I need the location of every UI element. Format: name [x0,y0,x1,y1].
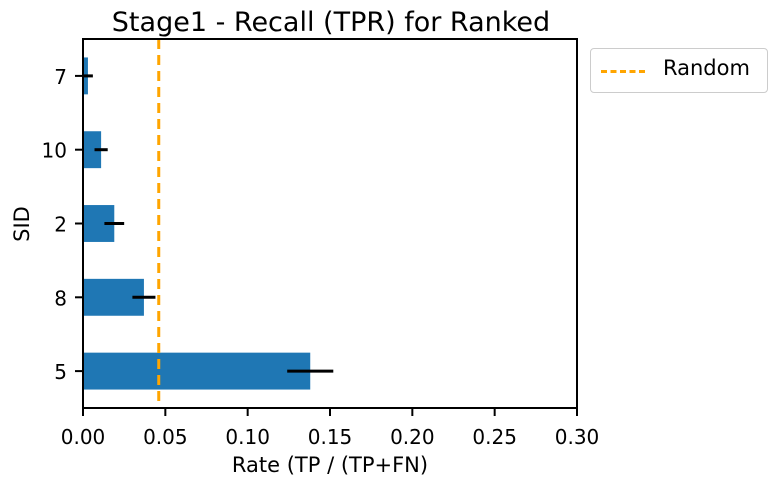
legend-random-label: Random [663,56,750,80]
legend-random-swatch [601,70,645,73]
y-tick-label: 7 [54,65,67,89]
x-axis-ticks: 0.00 0.05 0.10 0.15 0.20 0.25 0.30 [61,408,600,449]
x-tick-label: 0.30 [555,425,600,449]
y-axis-label: SID [10,206,34,242]
y-tick-label: 2 [54,213,67,237]
y-tick-label: 10 [42,139,67,163]
x-tick-label: 0.10 [225,425,270,449]
x-tick-label: 0.25 [472,425,517,449]
y-axis-ticks: 7 10 2 8 5 [42,65,83,384]
chart-title: Stage1 - Recall (TPR) for Ranked [112,7,550,38]
x-axis-label: Rate (TP / (TP+FN) [232,453,428,477]
y-tick-label: 8 [54,286,67,310]
bar-sid-10 [83,131,102,169]
bar-sid-5 [83,352,311,390]
bars-group [83,57,311,390]
x-tick-label: 0.00 [61,425,106,449]
error-bars-group [83,74,334,373]
x-tick-label: 0.15 [308,425,353,449]
legend: Random [590,48,768,93]
y-tick-label: 5 [54,360,67,384]
x-tick-label: 0.20 [390,425,435,449]
x-tick-label: 0.05 [143,425,188,449]
